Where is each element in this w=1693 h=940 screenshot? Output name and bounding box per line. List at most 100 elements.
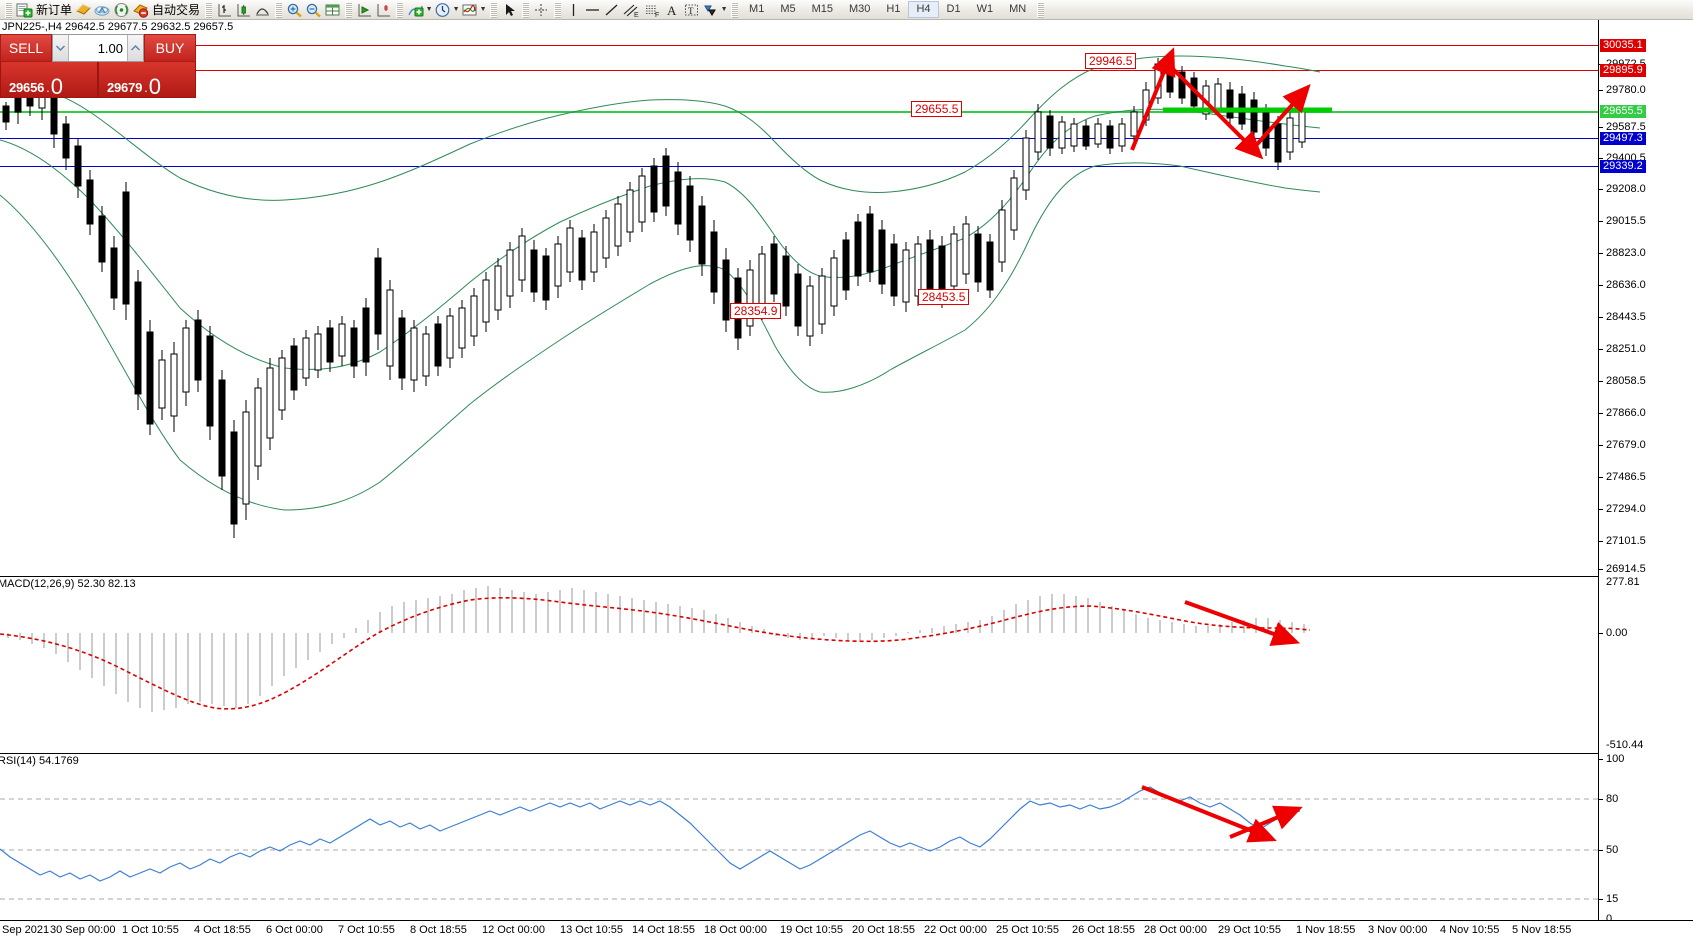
crosshair-icon[interactable]: [532, 1, 551, 19]
timeframe-m1[interactable]: M1: [749, 3, 765, 15]
main-toolbar[interactable]: 新订单 自动交易 ▼ ▼: [0, 0, 1693, 20]
toolbar-separator: [5, 1, 12, 18]
price-tick: 29208.0: [1599, 183, 1693, 195]
timeframe-d1[interactable]: D1: [946, 3, 961, 15]
trendline-icon[interactable]: [602, 1, 621, 19]
timeframe-m5[interactable]: M5: [780, 3, 796, 15]
time-tick: Sep 2021: [2, 924, 50, 936]
new-order-label[interactable]: 新订单: [36, 3, 73, 17]
price-pane[interactable]: JPN225-,H4 29642.5 29677.5 29632.5 29657…: [0, 20, 1693, 576]
timeframe-m30[interactable]: M30: [849, 3, 871, 15]
volume-decrease-icon[interactable]: [53, 35, 69, 61]
auto-trading-icon[interactable]: [131, 1, 150, 19]
timeframe-h1[interactable]: H1: [886, 3, 901, 15]
templates-icon[interactable]: [460, 1, 479, 19]
autoscroll-icon[interactable]: [355, 1, 374, 19]
bar-chart-icon[interactable]: [215, 1, 234, 19]
candlestick-chart-icon[interactable]: [234, 1, 253, 19]
buy-button[interactable]: BUY: [144, 34, 196, 62]
volume-value[interactable]: 1.00: [97, 40, 123, 56]
toolbar-separator-2: [205, 1, 213, 18]
indicators-dropdown-arrow-icon[interactable]: ▼: [425, 6, 433, 13]
rsi-tick: 50: [1599, 844, 1693, 856]
resistance-line-30035[interactable]: [0, 45, 1598, 46]
chart-shift-icon[interactable]: [374, 1, 393, 19]
macd-tick: -510.44: [1606, 739, 1644, 751]
timeframe-w1[interactable]: W1: [976, 3, 994, 15]
rsi-axis[interactable]: 100 80 50 15 0: [1598, 753, 1693, 925]
chart-area[interactable]: JPN225-,H4 29642.5 29677.5 29632.5 29657…: [0, 20, 1693, 940]
equidistant-channel-icon[interactable]: E: [621, 1, 642, 19]
annotation-29655[interactable]: 29655.5: [911, 101, 963, 117]
support-line-29655[interactable]: [0, 111, 1598, 113]
timeframe-mn[interactable]: MN: [1009, 3, 1027, 15]
line-chart-icon[interactable]: [253, 1, 272, 19]
annotation-28453[interactable]: 28453.5: [918, 289, 970, 305]
buy-price-fraction: 0: [148, 74, 162, 99]
templates-dropdown-arrow-icon[interactable]: ▼: [479, 6, 487, 13]
horizontal-line-icon[interactable]: [583, 1, 602, 19]
macd-axis[interactable]: 277.81 0.00 -510.44: [1598, 576, 1693, 753]
annotation-28354[interactable]: 28354.9: [730, 303, 782, 319]
period-icon[interactable]: [433, 1, 452, 19]
macd-chart-canvas: [0, 586, 1311, 712]
new-order-icon[interactable]: [15, 1, 34, 19]
price-axis[interactable]: 30035.1 29972.5 29895.9 29780.0 29655.5 …: [1598, 20, 1693, 576]
zoom-in-icon[interactable]: [285, 1, 304, 19]
toolbar-separator-4: [345, 1, 353, 18]
rsi-pane[interactable]: RSI(14) 54.1769 100 80 50 15 0: [0, 753, 1693, 925]
cursor-icon[interactable]: [500, 1, 519, 19]
signals-icon[interactable]: [112, 1, 131, 19]
level-line-29339[interactable]: [0, 166, 1598, 167]
data-window-icon[interactable]: [323, 1, 342, 19]
time-tick: 3 Nov 00:00: [1368, 924, 1428, 936]
text-label-icon[interactable]: T: [682, 1, 701, 19]
price-tick: 28823.0: [1599, 247, 1693, 259]
rsi-up-arrow: [1229, 805, 1303, 839]
time-tick: 1 Oct 10:55: [122, 924, 179, 936]
time-tick: 22 Oct 00:00: [924, 924, 987, 936]
indicators-icon[interactable]: [406, 1, 425, 19]
buy-price-separator: .: [144, 80, 148, 95]
volume-stepper[interactable]: 1.00: [52, 34, 144, 62]
timeframe-h4[interactable]: H4: [908, 1, 939, 18]
price-tick: 29015.5: [1599, 215, 1693, 227]
fibonacci-retracement-icon[interactable]: F: [642, 1, 663, 19]
sell-price-display[interactable]: 29656 . 0: [0, 62, 98, 98]
sell-button[interactable]: SELL: [0, 34, 52, 62]
one-click-trading-panel[interactable]: SELL 1.00 BUY 29656 . 0 29679 . 0: [0, 34, 196, 112]
time-tick: 12 Oct 00:00: [482, 924, 545, 936]
resistance-line-29895[interactable]: [0, 70, 1598, 71]
price-tag-30035: 30035.1: [1600, 39, 1646, 52]
vertical-line-icon[interactable]: [564, 1, 583, 19]
price-tick: 28636.0: [1599, 279, 1693, 291]
annotation-29946[interactable]: 29946.5: [1085, 53, 1137, 69]
shapes-icon[interactable]: [701, 1, 720, 19]
time-tick: 7 Oct 10:55: [338, 924, 395, 936]
time-tick: 5 Nov 18:55: [1512, 924, 1572, 936]
toolbar-separator-3: [275, 1, 283, 18]
macd-down-arrow: [1184, 600, 1301, 646]
svg-text:F: F: [655, 12, 659, 18]
volume-increase-icon[interactable]: [127, 35, 143, 61]
macd-pane[interactable]: MACD(12,26,9) 52.30 82.13: [0, 576, 1693, 753]
macd-tick: 277.81: [1606, 576, 1640, 588]
timeframe-m15[interactable]: M15: [811, 3, 833, 15]
auto-trading-label[interactable]: 自动交易: [152, 3, 201, 17]
expert-advisors-icon[interactable]: [74, 1, 93, 19]
zoom-out-icon[interactable]: [304, 1, 323, 19]
text-icon[interactable]: A: [663, 1, 682, 19]
sell-price-integer: 29656: [9, 80, 45, 95]
level-line-29497[interactable]: [0, 138, 1598, 139]
shapes-dropdown-arrow-icon[interactable]: ▼: [720, 6, 728, 13]
rsi-pane-divider: [0, 753, 1598, 754]
period-dropdown-arrow-icon[interactable]: ▼: [452, 6, 460, 13]
price-tick: 27101.5: [1599, 535, 1693, 547]
buy-price-display[interactable]: 29679 . 0: [98, 62, 196, 98]
toolbar-separator-6: [490, 1, 498, 18]
svg-text:T: T: [688, 6, 694, 16]
macd-tick: 0.00: [1599, 627, 1693, 639]
cloud-icon[interactable]: [93, 1, 112, 19]
price-tag-29655: 29655.5: [1600, 105, 1646, 118]
time-axis[interactable]: Sep 2021 30 Sep 00:00 1 Oct 10:55 4 Oct …: [0, 920, 1693, 940]
